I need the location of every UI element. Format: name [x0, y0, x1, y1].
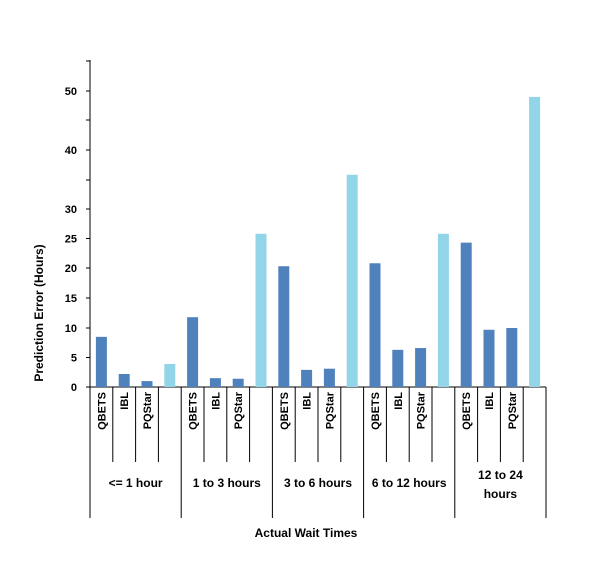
y-tick-label: 0: [71, 382, 77, 394]
bar-fourth-group-5: [529, 96, 541, 388]
bar-category-label: IBL: [393, 392, 405, 410]
bar-fourth-group-1: [164, 363, 176, 387]
bar-category-label: IBL: [119, 392, 131, 410]
bar-category-label: PQStar: [233, 391, 245, 429]
bar-category-label: PQStar: [142, 391, 154, 429]
bar-ibl-group-4: [392, 349, 404, 387]
bar-qbets-group-5: [460, 242, 472, 387]
bar-ibl-group-3: [301, 369, 313, 387]
bar-qbets-group-3: [278, 266, 290, 387]
y-tick-label: 40: [65, 145, 77, 157]
bar-category-label: QBETS: [96, 392, 108, 430]
bar-pqstar-group-3: [323, 368, 335, 387]
bar-pqstar-group-5: [506, 328, 518, 387]
bar-ibl-group-5: [483, 329, 495, 387]
bar-qbets-group-4: [369, 263, 381, 387]
y-axis-title: Prediction Error (Hours): [32, 244, 46, 381]
bar-category-label: PQStar: [416, 391, 428, 429]
bar-category-label: QBETS: [279, 392, 291, 430]
bar-pqstar-group-4: [415, 348, 427, 387]
group-label: <= 1 hour: [109, 476, 163, 490]
bar-category-label: QBETS: [370, 392, 382, 430]
bar-ibl-group-1: [118, 374, 130, 387]
bar-category-label: IBL: [210, 392, 222, 410]
bar-fourth-group-3: [346, 174, 358, 387]
bar-qbets-group-2: [187, 317, 199, 387]
y-tick-label: 25: [65, 234, 77, 246]
y-tick-label: 50: [65, 86, 77, 98]
y-tick-label: 30: [65, 204, 77, 216]
group-label: 12 to 24 hours: [478, 468, 523, 501]
bar-category-label: IBL: [484, 392, 496, 410]
group-label: 6 to 12 hours: [372, 476, 447, 490]
x-axis-title: Actual Wait Times: [255, 526, 358, 540]
bar-category-label: QBETS: [461, 392, 473, 430]
bar-pqstar-group-1: [141, 381, 153, 387]
bar-category-label: IBL: [302, 392, 314, 410]
bar-qbets-group-1: [95, 336, 107, 387]
bar-category-label: PQStar: [324, 391, 336, 429]
y-tick-label: 5: [71, 353, 77, 365]
bar-fourth-group-4: [437, 233, 449, 387]
group-label: 3 to 6 hours: [284, 476, 352, 490]
bar-fourth-group-2: [255, 233, 267, 387]
bar-ibl-group-2: [209, 378, 221, 387]
group-label: 1 to 3 hours: [193, 476, 261, 490]
bar-category-label: PQStar: [507, 391, 519, 429]
y-tick-label: 15: [65, 293, 77, 305]
bar-pqstar-group-2: [232, 378, 244, 387]
y-tick-label: 10: [65, 323, 77, 335]
bar-category-label: QBETS: [188, 392, 200, 430]
y-tick-label: 20: [65, 263, 77, 275]
